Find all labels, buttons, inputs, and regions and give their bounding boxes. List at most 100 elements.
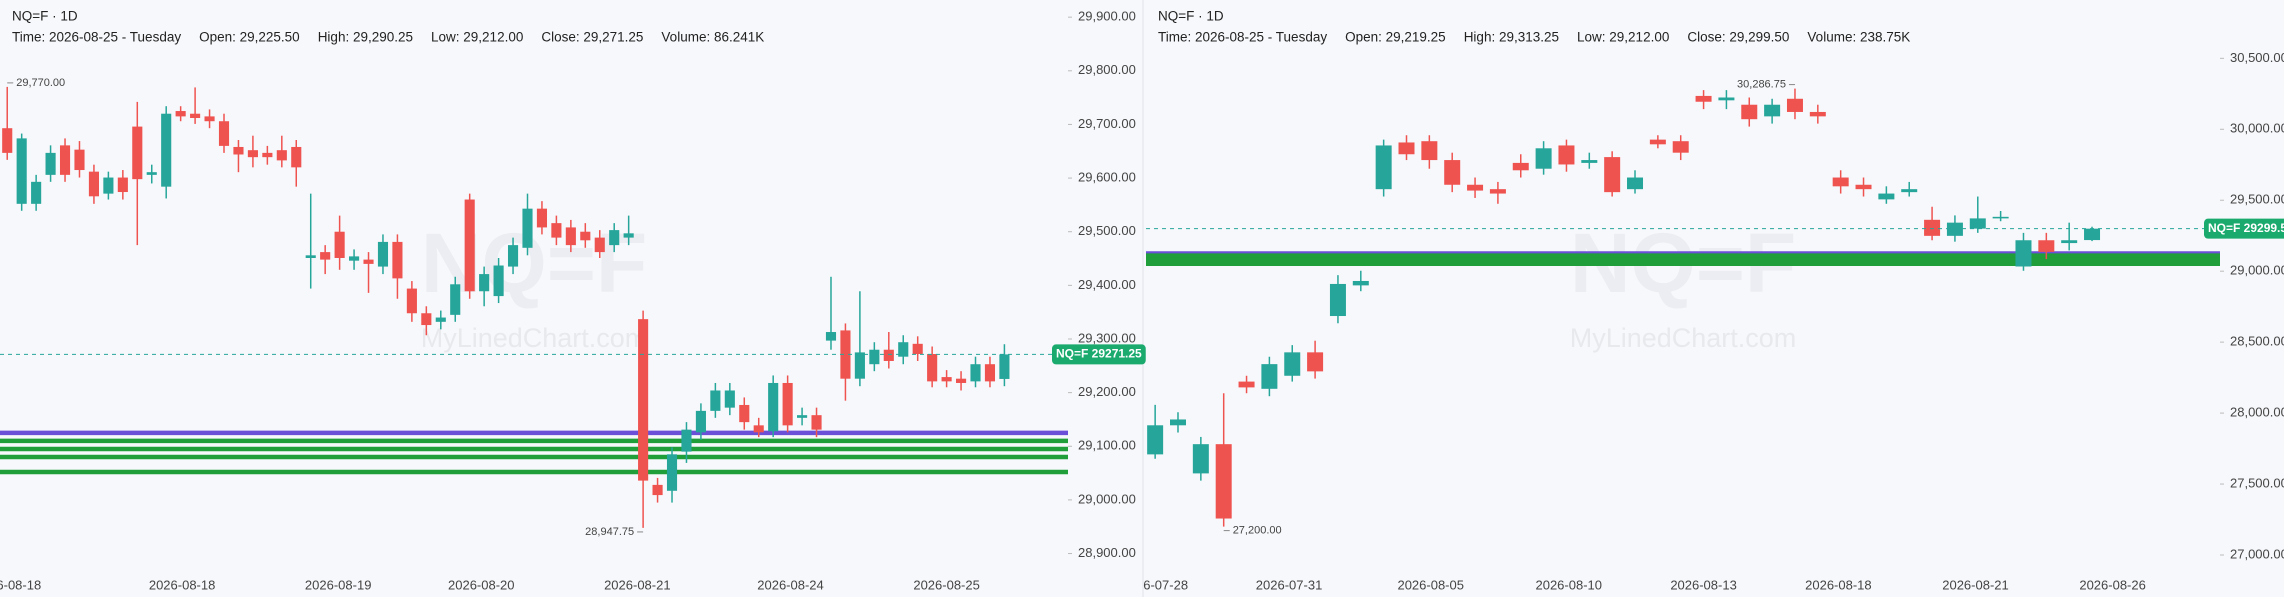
y-tick-label: 29,400.00 (1078, 277, 1136, 292)
candle-body (377, 241, 389, 267)
candle-body (190, 113, 201, 119)
candle-body (146, 172, 157, 175)
candle-body (522, 208, 533, 248)
candle-body (724, 390, 735, 408)
candle-body (2061, 240, 2078, 244)
candle-body (623, 233, 634, 238)
annotation-label: 29,770.00 (16, 77, 65, 89)
x-tick-label: 2026-08-25 (913, 577, 980, 592)
info-item: Volume: 86.241K (661, 30, 764, 45)
y-tick-label: 28,900.00 (1078, 545, 1136, 560)
info-item: Low: 29,212.00 (431, 30, 523, 45)
candle-body (262, 152, 273, 158)
info-item: High: 29,290.25 (318, 30, 413, 45)
candle-body (1421, 141, 1438, 161)
info-item: Open: 29,219.25 (1345, 30, 1446, 45)
candle-body (2015, 240, 2032, 267)
y-tick-label: 27,500.00 (2230, 475, 2284, 490)
candle-body (1192, 444, 1209, 474)
candle-body (88, 171, 99, 197)
candle-body (666, 454, 678, 491)
candle-body (984, 364, 996, 382)
candle-body (869, 349, 880, 365)
candle-body (1375, 145, 1392, 190)
candle-body (1855, 184, 1872, 190)
info-item: Time: 2026-08-25 - Tuesday (12, 30, 181, 45)
info-item: Close: 29,299.50 (1687, 30, 1789, 45)
candle-body (609, 230, 620, 246)
candle-body (710, 390, 721, 411)
candle-body (493, 265, 504, 297)
candle-body (479, 274, 490, 292)
candle-body (464, 199, 475, 292)
x-tick-label: 2026-08-19 (305, 577, 372, 592)
watermark-site: MyLinedChart.com (1570, 323, 1797, 353)
x-tick-label: 2026-08-05 (1397, 577, 1464, 592)
candle-body (2, 128, 13, 153)
candle-body (1512, 162, 1529, 171)
candle-body (1238, 381, 1255, 388)
y-tick-label: 29,100.00 (1078, 438, 1136, 453)
candle-body (1627, 177, 1644, 190)
candle-body (117, 177, 128, 193)
candle-body (681, 429, 692, 452)
info-item: Volume: 238.75K (1807, 30, 1910, 45)
x-tick-label: 2026-08-10 (1535, 577, 1602, 592)
candle-body (883, 349, 894, 361)
candle-body (1489, 189, 1506, 194)
candle-body (1741, 104, 1758, 120)
candle-body (797, 415, 808, 418)
candle-body (1992, 216, 2009, 219)
y-tick-label: 29,500.00 (1078, 223, 1136, 238)
candle-body (450, 284, 461, 315)
candle-body (1924, 219, 1941, 236)
candle-body (551, 223, 562, 238)
candle-body (652, 484, 663, 496)
candle-body (74, 149, 85, 171)
candle-body (999, 354, 1010, 379)
annotation-label: 28,947.75 (585, 526, 634, 538)
candle-body (1832, 177, 1849, 187)
candle-body (1444, 160, 1461, 185)
y-tick-label: 29,000.00 (2230, 263, 2284, 278)
info-item: High: 29,313.25 (1464, 30, 1559, 45)
candle-body (1467, 184, 1484, 191)
y-tick-label: 29,200.00 (1078, 384, 1136, 399)
candle-body (1581, 160, 1598, 163)
candle-body (1809, 111, 1826, 117)
candle-body (435, 317, 446, 322)
x-tick-label: 6-08-18 (0, 577, 41, 592)
candle-body (825, 332, 837, 341)
x-tick-label: 6-07-28 (1143, 577, 1188, 592)
candle-body (753, 425, 764, 433)
candle-body (1352, 280, 1369, 286)
candle-body (1969, 218, 1986, 229)
candle-body (1558, 145, 1575, 165)
x-tick-label: 2026-08-20 (448, 577, 515, 592)
ticker: NQ=F · 1D (1158, 9, 1224, 24)
candle-body (31, 181, 42, 204)
y-tick-label: 29,300.00 (1078, 330, 1136, 345)
candle-body (1786, 98, 1803, 112)
candle-body (1535, 148, 1552, 169)
x-tick-label: 2026-08-24 (757, 577, 824, 592)
x-tick-label: 2026-08-13 (1670, 577, 1737, 592)
candle-body (132, 126, 143, 180)
info-item: Time: 2026-08-25 - Tuesday (1158, 30, 1327, 45)
candle-body (638, 319, 649, 481)
candle-body (247, 150, 258, 158)
candle-body (1672, 141, 1689, 153)
candle-body (912, 343, 923, 355)
candle-body (233, 146, 244, 155)
candle-body (161, 113, 172, 187)
candle-body (305, 255, 316, 258)
candle-body (507, 245, 519, 267)
candle-body (16, 138, 27, 204)
x-tick-label: 2026-08-26 (2079, 577, 2146, 592)
candle-body (970, 364, 981, 382)
y-tick-label: 29,900.00 (1078, 9, 1136, 24)
candle-body (1147, 425, 1164, 455)
